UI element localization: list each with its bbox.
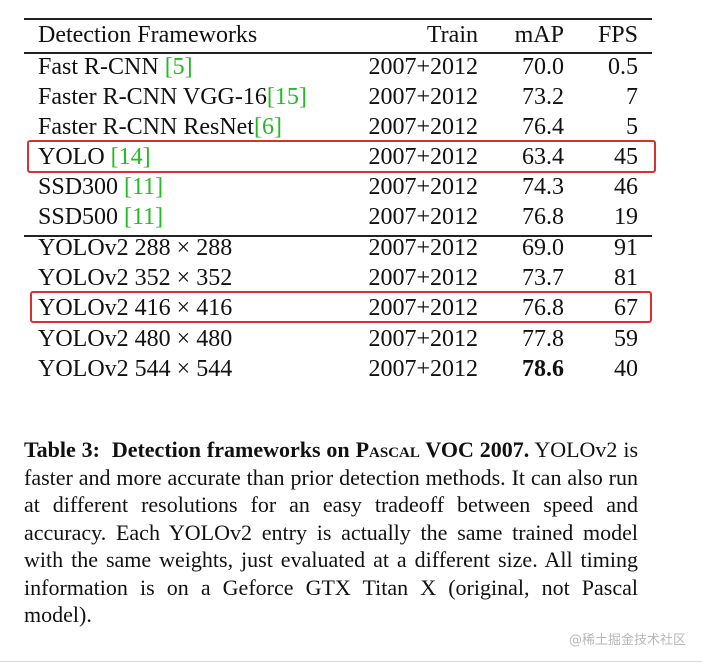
row-train: 2007+2012 <box>368 295 478 321</box>
row-map: 76.8 <box>522 204 564 230</box>
row-map: 74.3 <box>522 174 564 200</box>
row-train: 2007+2012 <box>368 114 478 140</box>
row-name: YOLO <box>38 144 111 170</box>
citation-link[interactable]: [14] <box>110 144 151 170</box>
table-row: YOLOv2 544 × 544 2007+2012 78.6 40 <box>38 354 638 384</box>
row-fps: 0.5 <box>608 54 638 80</box>
header-fps: FPS <box>597 22 638 48</box>
row-fps: 67 <box>614 295 638 321</box>
row-name: YOLOv2 544 × 544 <box>38 356 233 382</box>
row-name: Fast R-CNN <box>38 54 165 80</box>
row-fps: 40 <box>614 356 638 382</box>
row-fps: 59 <box>614 326 638 352</box>
row-fps: 46 <box>614 174 638 200</box>
table-caption: Table 3: Detection frameworks on Pascal … <box>24 436 638 629</box>
row-train: 2007+2012 <box>368 54 478 80</box>
table-row: YOLOv2 288 × 288 2007+2012 69.0 91 <box>38 233 638 263</box>
row-map: 69.0 <box>522 235 564 261</box>
table-row: YOLOv2 480 × 480 2007+2012 77.8 59 <box>38 324 638 354</box>
row-fps: 91 <box>614 235 638 261</box>
row-fps: 5 <box>626 114 638 140</box>
header-map: mAP <box>514 22 564 48</box>
row-train: 2007+2012 <box>368 326 478 352</box>
row-name: SSD300 <box>38 174 125 200</box>
citation-link[interactable]: [6] <box>253 114 282 140</box>
table-rule-middle <box>24 235 652 237</box>
row-train: 2007+2012 <box>368 84 478 110</box>
citation-link[interactable]: [11] <box>124 174 164 200</box>
citation-link[interactable]: [15] <box>266 84 307 110</box>
row-map: 73.7 <box>522 265 564 291</box>
row-map-best: 78.6 <box>522 356 564 382</box>
row-map: 73.2 <box>522 84 564 110</box>
row-map: 76.8 <box>522 295 564 321</box>
row-fps: 19 <box>614 204 638 230</box>
row-fps: 7 <box>626 84 638 110</box>
header-frameworks: Detection Frameworks <box>38 22 258 48</box>
table-row: Faster R-CNN ResNet[6] 2007+2012 76.4 5 <box>38 112 638 142</box>
table-row: YOLOv2 352 × 352 2007+2012 73.7 81 <box>38 263 638 293</box>
citation-link[interactable]: [5] <box>164 54 193 80</box>
row-train: 2007+2012 <box>368 235 478 261</box>
row-train: 2007+2012 <box>368 265 478 291</box>
table-header-row: Detection Frameworks Train mAP FPS <box>38 20 638 50</box>
row-map: 77.8 <box>522 326 564 352</box>
table-row: YOLO [14] 2007+2012 63.4 45 <box>38 142 638 172</box>
row-train: 2007+2012 <box>368 356 478 382</box>
table-row: SSD500 [11] 2007+2012 76.8 19 <box>38 202 638 232</box>
row-name: YOLOv2 288 × 288 <box>38 235 233 261</box>
table-rule-header <box>24 52 652 54</box>
table-rule-top <box>24 18 652 20</box>
row-train: 2007+2012 <box>368 204 478 230</box>
row-map: 70.0 <box>522 54 564 80</box>
row-name: YOLOv2 416 × 416 <box>38 295 233 321</box>
row-map: 76.4 <box>522 114 564 140</box>
table-row: SSD300 [11] 2007+2012 74.3 46 <box>38 172 638 202</box>
citation-link[interactable]: [11] <box>124 204 164 230</box>
watermark: @稀土掘金技术社区 <box>568 633 686 648</box>
caption-label: Table 3: <box>24 437 100 462</box>
row-name: YOLOv2 352 × 352 <box>38 265 233 291</box>
row-name: Faster R-CNN ResNet <box>38 114 254 140</box>
table-row: Faster R-CNN VGG-16[15] 2007+2012 73.2 7 <box>38 82 638 112</box>
table-row: YOLOv2 416 × 416 2007+2012 76.8 67 <box>38 293 638 323</box>
row-map: 63.4 <box>522 144 564 170</box>
caption-body: YOLOv2 is faster and more accurate than … <box>24 437 639 627</box>
caption-title: Detection frameworks on Pascal VOC 2007. <box>111 437 530 462</box>
row-fps: 45 <box>614 144 638 170</box>
row-name: Faster R-CNN VGG-16 <box>38 84 267 110</box>
row-train: 2007+2012 <box>368 144 478 170</box>
row-name: SSD500 <box>38 204 125 230</box>
row-name: YOLOv2 480 × 480 <box>38 326 233 352</box>
row-train: 2007+2012 <box>368 174 478 200</box>
header-train: Train <box>426 22 478 48</box>
table-row: Fast R-CNN [5] 2007+2012 70.0 0.5 <box>38 52 638 82</box>
row-fps: 81 <box>614 265 638 291</box>
